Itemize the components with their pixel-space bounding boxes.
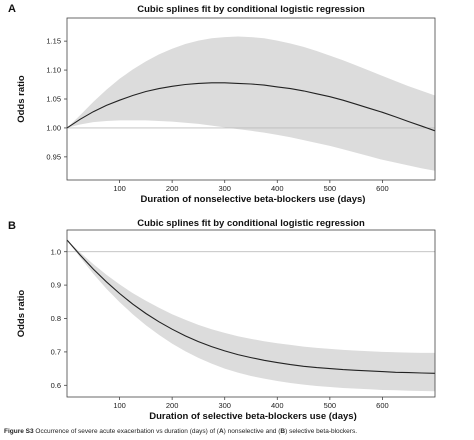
x-tick-label-b-300: 300 xyxy=(218,401,231,410)
y-tick-label-b-3: 0.9 xyxy=(51,281,61,290)
chart-title-b: Cubic splines fit by conditional logisti… xyxy=(137,218,365,229)
x-tick-label-a-300: 300 xyxy=(218,184,231,193)
x-tick-label-b-200: 200 xyxy=(166,401,179,410)
y-axis-label-b: Odds ratio xyxy=(16,290,27,338)
x-axis-label-b: Duration of selective beta-blockers use … xyxy=(149,411,356,422)
figure-caption: Figure S3 Occurrence of severe acute exa… xyxy=(4,428,474,435)
y-tick-label-a-4: 1.15 xyxy=(46,37,61,46)
y-tick-label-a-1: 1.00 xyxy=(46,124,61,133)
y-tick-label-a-3: 1.10 xyxy=(46,66,61,75)
x-axis-label-a: Duration of nonselective beta-blockers u… xyxy=(141,194,366,205)
x-tick-label-b-600: 600 xyxy=(376,401,389,410)
caption-text-3: ) selective beta-blockers. xyxy=(285,428,357,435)
y-tick-label-b-4: 1.0 xyxy=(51,247,61,256)
x-tick-label-a-400: 400 xyxy=(271,184,284,193)
x-tick-label-a-100: 100 xyxy=(113,184,126,193)
y-tick-label-a-0: 0.95 xyxy=(46,152,61,161)
y-axis-label-a: Odds ratio xyxy=(16,75,27,123)
estimate-line-b xyxy=(66,239,436,374)
x-tick-label-a-200: 200 xyxy=(166,184,179,193)
y-tick-label-b-1: 0.7 xyxy=(51,348,61,357)
y-tick-label-b-0: 0.6 xyxy=(51,381,61,390)
x-tick-label-a-600: 600 xyxy=(376,184,389,193)
x-tick-label-b-500: 500 xyxy=(324,401,337,410)
caption-label: Figure S3 xyxy=(4,428,34,435)
x-tick-label-b-400: 400 xyxy=(271,401,284,410)
confidence-band-a xyxy=(67,36,435,171)
caption-text-2: ) nonselective and ( xyxy=(223,428,281,435)
y-tick-label-a-2: 1.05 xyxy=(46,95,61,104)
caption-text-1: Occurrence of severe acute exacerbation … xyxy=(33,428,219,435)
caption-a: A xyxy=(218,428,224,435)
estimate-line-a xyxy=(66,82,436,132)
x-tick-label-b-100: 100 xyxy=(113,401,126,410)
x-tick-label-a-500: 500 xyxy=(324,184,337,193)
panel-label-b: B xyxy=(8,220,16,232)
confidence-band-b xyxy=(67,240,435,392)
panel-label-a: A xyxy=(8,3,16,15)
y-tick-label-b-2: 0.8 xyxy=(51,314,61,323)
caption-b: B xyxy=(280,428,286,435)
plot-frame-b xyxy=(66,229,436,398)
chart-title-a: Cubic splines fit by conditional logisti… xyxy=(137,4,365,15)
